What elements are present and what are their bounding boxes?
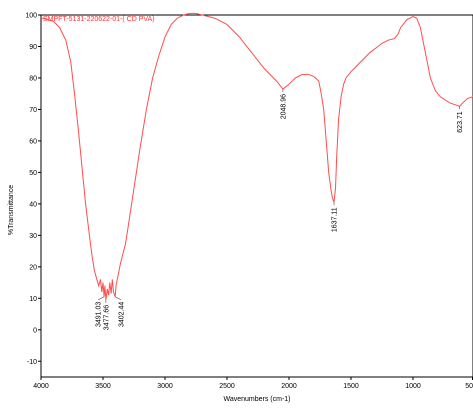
x-tick-label: 2500 — [219, 383, 235, 390]
y-tick-label: 80 — [29, 75, 37, 82]
x-tick-label: 2000 — [281, 383, 297, 390]
x-axis-label: Wavenumbers (cm-1) — [223, 396, 290, 403]
y-axis-label: %Transmittance — [8, 185, 15, 235]
x-tick-label: 4000 — [33, 383, 49, 390]
peak-label: 2048.96 — [280, 94, 287, 119]
peak-label: 3491.03 — [96, 302, 103, 327]
y-tick-label: 100 — [25, 13, 37, 20]
peak-marker — [115, 296, 122, 300]
plot-frame — [40, 14, 473, 378]
x-tick-label: 50 — [465, 383, 473, 390]
x-tick-label: 3500 — [95, 383, 111, 390]
peak-label: 3477.66 — [103, 305, 110, 330]
x-tick-label: 1000 — [405, 383, 421, 390]
peak-label: 1637.11 — [332, 207, 339, 232]
x-axis: 4000 3500 3000 2500 2000 1500 1000 50 — [33, 377, 473, 390]
x-tick-label: 3000 — [157, 383, 173, 390]
annotations-group: 3491.03 3477.66 3402.44 2048.96 1637.11 623.7… — [96, 88, 464, 330]
peak-label: 3402.44 — [119, 302, 126, 327]
chart-title: SMPFT-5131-220622-01-( CD PVA) — [43, 16, 155, 23]
peak-marker — [97, 296, 105, 300]
y-tick-label: 60 — [29, 138, 37, 145]
y-tick-label: 20 — [29, 264, 37, 271]
y-tick-label: 40 — [29, 201, 37, 208]
y-tick-label: 50 — [29, 170, 37, 177]
peak-label: 623.71 — [457, 111, 464, 133]
y-tick-label: -10 — [27, 359, 37, 366]
x-tick-label: 1500 — [343, 383, 359, 390]
y-tick-label: 90 — [29, 44, 37, 51]
spectrum-line — [42, 12, 473, 300]
series-group — [42, 12, 473, 300]
y-tick-label: 10 — [29, 296, 37, 303]
y-tick-label: 30 — [29, 233, 37, 240]
y-tick-label: 0 — [33, 327, 37, 334]
y-tick-label: 70 — [29, 107, 37, 114]
